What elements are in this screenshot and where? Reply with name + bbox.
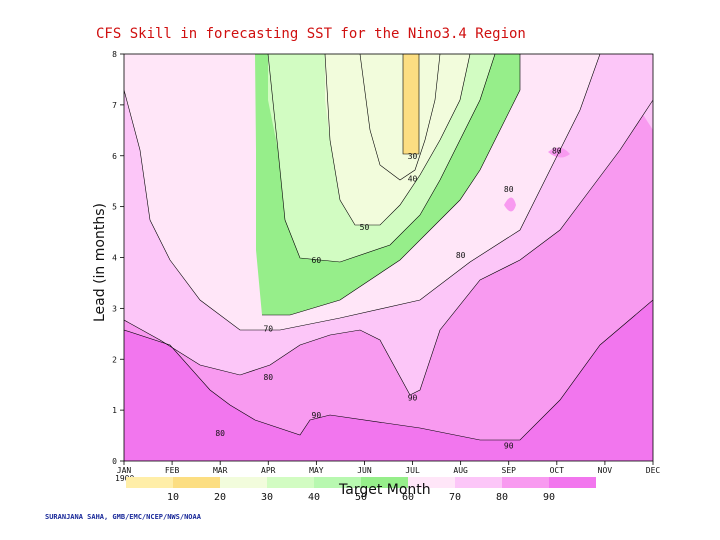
band-90-plus-left: [124, 300, 653, 461]
y-tick-label: 2: [112, 355, 117, 364]
legend: 10 20 30 40 50 60 70 80 90: [126, 477, 596, 503]
legend-label: 70: [449, 492, 461, 503]
legend-swatch: [502, 477, 549, 488]
x-axis-label: Target Month: [338, 482, 431, 498]
contour-label: 70: [263, 325, 273, 334]
contour-lines: [124, 54, 653, 441]
x-ticks: JAN FEB MAR APR MAY JUN JUL AUG SEP OCT NOV DEC: [117, 461, 661, 475]
legend-label: 60: [402, 492, 414, 503]
x-tick-label: AUG: [453, 466, 468, 475]
x-tick-label: DEC: [646, 466, 661, 475]
contour-fills: [124, 54, 653, 461]
contour-label: 90: [408, 393, 418, 402]
x-tick-label: JAN: [117, 466, 132, 475]
contour-line-60: [262, 54, 521, 316]
legend-label: 20: [214, 492, 226, 503]
x-tick-label: OCT: [550, 466, 565, 475]
y-tick-label: 0: [112, 457, 117, 466]
y-tick-label: 6: [112, 152, 117, 161]
contour-line-80: [124, 99, 653, 396]
y-tick-label: 1: [112, 406, 117, 415]
contour-line-70: [124, 54, 601, 331]
band-70-80-right: [640, 54, 653, 130]
legend-swatch: [455, 477, 502, 488]
y-tick-label: 7: [112, 101, 117, 110]
x-tick-label: JUL: [405, 466, 420, 475]
contour-line-90: [124, 299, 653, 441]
contour-label: 90: [312, 411, 322, 420]
contour-label: 80: [504, 185, 514, 194]
contour-label: 30: [408, 152, 418, 161]
x-tick-label: FEB: [165, 466, 180, 475]
band-80-90-blob-sep: [504, 197, 516, 212]
contour-label: 50: [360, 223, 370, 232]
legend-label: 50: [355, 492, 367, 503]
y-axis-label: Lead (in months): [92, 203, 108, 322]
legend-swatch: [549, 477, 596, 488]
y-tick-label: 4: [112, 254, 117, 263]
legend-label: 90: [543, 492, 555, 503]
legend-label: 10: [167, 492, 179, 503]
y-ticks: 0 1 2 3 4 5 6 7 8: [112, 50, 124, 466]
legend-swatch: [314, 477, 361, 488]
credit-text: SURANJANA SAHA, GMB/EMC/NCEP/NWS/NOAA: [45, 513, 202, 521]
legend-swatch: [267, 477, 314, 488]
contour-label: 80: [456, 251, 466, 260]
contour-line-50: [267, 54, 496, 263]
contour-label: 80: [263, 373, 273, 382]
legend-swatch: [361, 477, 408, 488]
chart-title: CFS Skill in forecasting SST for the Nin…: [96, 26, 526, 42]
legend-label: 30: [261, 492, 273, 503]
x-tick-label: JUN: [357, 466, 372, 475]
contour-label: 80: [552, 147, 562, 156]
band-10-20: [403, 54, 419, 154]
contour-label: 40: [408, 175, 418, 184]
x-tick-label: SEP: [502, 466, 517, 475]
contour-line-40: [324, 54, 471, 226]
contour-line-30: [359, 54, 441, 181]
legend-swatch: [126, 477, 173, 488]
y-tick-label: 8: [112, 50, 117, 59]
x-tick-label: MAY: [309, 466, 324, 475]
legend-swatch: [173, 477, 220, 488]
x-tick-label: NOV: [598, 466, 613, 475]
legend-label: 80: [496, 492, 508, 503]
legend-swatch: [220, 477, 267, 488]
legend-swatch: [408, 477, 455, 488]
contour-labels: 30 40 50 60 70 80 90 80 90 90 80 80 80: [215, 147, 561, 451]
x-tick-label: MAR: [213, 466, 228, 475]
contour-label: 60: [312, 256, 322, 265]
band-30-40: [360, 54, 440, 180]
x-axis-year: 1900: [115, 474, 134, 483]
x-tick-label: APR: [261, 466, 276, 475]
contour-label: 90: [504, 442, 514, 451]
legend-label: 40: [308, 492, 320, 503]
y-tick-label: 5: [112, 203, 117, 212]
contour-label: 80: [215, 429, 225, 438]
y-tick-label: 3: [112, 304, 117, 313]
contour-line-20: [402, 54, 420, 155]
